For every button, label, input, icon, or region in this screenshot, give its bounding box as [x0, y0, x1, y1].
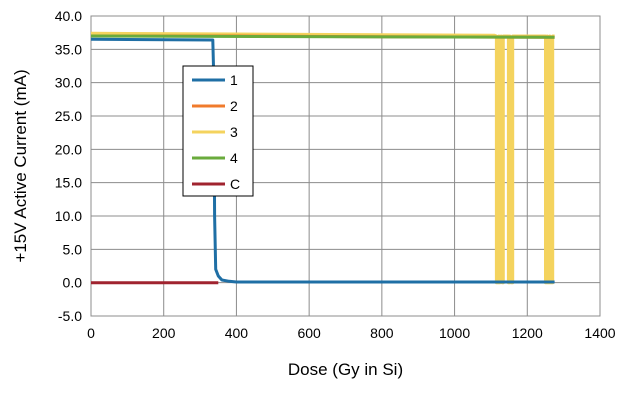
legend-label-3: 3	[230, 124, 238, 140]
y-tick-label: 30.0	[55, 75, 82, 91]
legend-label-c: C	[230, 176, 240, 192]
y-axis-title: +15V Active Current (mA)	[11, 69, 30, 262]
plot-area	[90, 15, 601, 317]
legend: 1 2 3 4 C	[182, 65, 254, 197]
y-tick-label: 35.0	[55, 41, 82, 57]
x-tick-label: 1000	[439, 325, 470, 341]
series-line-1	[90, 37, 555, 284]
legend-label-1: 1	[230, 72, 238, 88]
y-tick-label: 5.0	[63, 241, 83, 257]
x-axis-title: Dose (Gy in Si)	[288, 360, 403, 379]
series-line-4	[90, 34, 555, 39]
y-tick-label: -5.0	[58, 308, 82, 324]
y-tick-label: 25.0	[55, 108, 82, 124]
series-lines	[90, 31, 555, 285]
x-tick-label: 200	[152, 325, 176, 341]
x-tick-label: 400	[225, 325, 249, 341]
legend-label-2: 2	[230, 98, 238, 114]
x-tick-label: 600	[297, 325, 321, 341]
x-tick-label: 800	[370, 325, 394, 341]
x-tick-label: 1400	[584, 325, 615, 341]
tick-labels: 0 200 400 600 800 1000 1200 1400 -5.0 0.0 5.0 10.0 1…	[55, 8, 616, 341]
y-tick-label: 20.0	[55, 141, 82, 157]
x-tick-label: 0	[87, 325, 95, 341]
y-tick-label: 10.0	[55, 208, 82, 224]
y-tick-label: 40.0	[55, 8, 82, 24]
y-tick-label: 15.0	[55, 175, 82, 191]
legend-label-4: 4	[230, 150, 238, 166]
y-tick-label: 0.0	[63, 275, 83, 291]
x-tick-label: 1200	[512, 325, 543, 341]
